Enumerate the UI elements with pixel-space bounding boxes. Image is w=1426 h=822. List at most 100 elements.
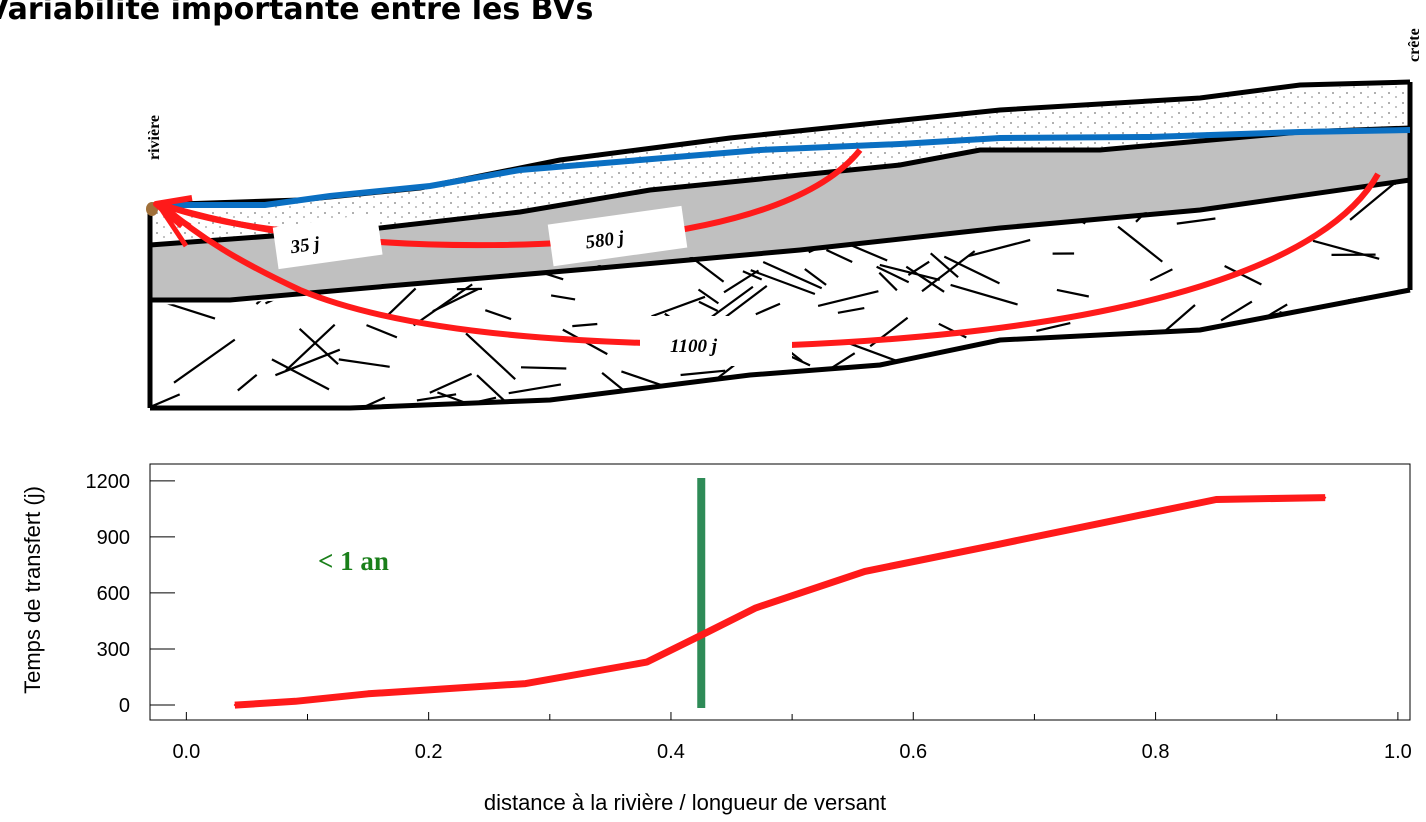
fracture-stroke — [1117, 225, 1163, 263]
fracture-stroke — [817, 290, 879, 307]
data-point — [645, 661, 648, 664]
fracture-stroke — [950, 283, 1018, 306]
fracture-stroke — [520, 366, 567, 370]
fracture-stroke — [1287, 370, 1348, 386]
x-tick-label: 0.0 — [172, 741, 200, 763]
fracture-stroke — [1166, 348, 1216, 354]
fracture-stroke — [907, 260, 930, 277]
fracture-stroke — [1224, 265, 1262, 286]
fracture-stroke — [837, 307, 865, 314]
y-tick-label: 0 — [119, 695, 130, 717]
fracture-stroke — [387, 287, 417, 316]
fracture-stroke — [429, 372, 473, 394]
fracture-stroke — [465, 332, 516, 381]
fracture-stroke — [720, 285, 768, 322]
fracture-stroke — [150, 393, 181, 408]
fracture-stroke — [484, 309, 512, 321]
soil-boundary-line — [149, 125, 1411, 248]
fracture-stroke — [1036, 322, 1071, 332]
fracture-stroke — [237, 373, 258, 392]
x-tick-label: 0.2 — [415, 741, 443, 763]
data-point — [233, 704, 236, 707]
fracture-stroke — [723, 269, 760, 294]
page-title: Variabilité importante entre les BVs — [0, 0, 594, 27]
fracture-stroke — [416, 393, 457, 402]
label-35j: 35 j — [272, 212, 383, 270]
fracture-stroke — [755, 302, 781, 316]
data-point — [863, 570, 866, 573]
x-tick-label: 0.8 — [1142, 741, 1170, 763]
fracture-stroke — [1166, 391, 1223, 408]
fracture-stroke — [879, 263, 940, 281]
fracture-stroke — [158, 299, 216, 320]
fracture-stroke — [1176, 217, 1216, 225]
water-table-line — [160, 127, 1411, 208]
fracture-stroke — [1220, 300, 1253, 322]
x-tick-label: 0.4 — [657, 741, 685, 763]
x-axis: 0.0 0.2 0.4 0.6 0.8 1.0 — [172, 712, 1412, 763]
fracture-stroke — [762, 260, 823, 290]
arrowhead-icon — [153, 195, 193, 229]
fracture-stroke — [697, 288, 720, 305]
fracture-stroke — [651, 295, 706, 318]
fracture-stroke — [750, 269, 816, 296]
fracture-stroke — [680, 369, 726, 377]
fracture-stroke — [476, 374, 519, 408]
fracture-stroke — [550, 294, 576, 301]
y-tick-label: 1200 — [86, 471, 131, 493]
fracture-stroke — [677, 383, 705, 400]
fracture-stroke — [876, 265, 910, 284]
data-point — [524, 682, 527, 685]
svg-text:1100 j: 1100 j — [670, 336, 718, 357]
fracture-stroke — [964, 371, 993, 391]
fracture-stroke — [298, 327, 339, 366]
svg-text:35 j: 35 j — [288, 233, 321, 258]
fracture-stroke — [943, 255, 1000, 285]
fracture-stroke — [804, 268, 827, 286]
label-580j: 580 j — [547, 205, 688, 267]
fracture-stroke — [271, 358, 330, 391]
fracture-stroke — [803, 392, 828, 401]
fracture-stroke — [285, 323, 336, 372]
fracture-stroke — [1251, 383, 1284, 408]
fracture-stroke — [905, 265, 945, 293]
data-point — [1215, 498, 1218, 501]
fracture-stroke — [366, 324, 398, 339]
fracture-stroke — [452, 283, 473, 299]
x-axis-title: distance à la rivière / longueur de vers… — [484, 790, 886, 815]
fracture-stroke — [572, 322, 598, 328]
fracture-stroke — [988, 386, 1018, 401]
label-1100j: 1100 j — [640, 316, 792, 366]
series-line — [234, 494, 1326, 709]
y-axis-title: Temps de transfert (j) — [20, 486, 45, 694]
fracture-stroke — [1355, 376, 1385, 395]
data-point — [754, 606, 757, 609]
fracture-stroke — [1367, 394, 1395, 408]
y-axis: 0 300 600 900 1200 — [86, 471, 175, 717]
hillslope-cross-section: 35 j 580 j 1100 j — [146, 79, 1413, 411]
plot-frame — [149, 463, 1411, 721]
saturated-boundary-line — [150, 177, 1411, 303]
fracture-stroke — [825, 249, 853, 263]
data-point — [367, 692, 370, 695]
fracture-stroke — [968, 238, 1031, 258]
fracture-stroke — [1056, 288, 1090, 298]
x-tick-label: 0.6 — [899, 741, 927, 763]
y-tick-label: 900 — [97, 527, 130, 549]
fracture-stroke — [1342, 314, 1381, 327]
fracture-stroke — [1140, 333, 1166, 345]
surface-layer — [150, 82, 1410, 245]
data-point — [1106, 520, 1109, 523]
fracture-stroke — [698, 300, 719, 312]
fracture-stroke — [512, 401, 530, 408]
fracture-stroke — [1198, 336, 1240, 370]
fracture-stroke — [693, 396, 762, 408]
flow-arrow-580j — [161, 148, 863, 249]
fracture-stroke — [1029, 374, 1069, 387]
fracture-stroke — [1149, 268, 1173, 282]
fracture-stroke — [508, 383, 562, 395]
fracture-stroke — [274, 348, 341, 377]
fracture-stroke — [929, 252, 959, 279]
fracture-stroke — [878, 271, 898, 292]
fracture-stroke — [338, 358, 390, 368]
